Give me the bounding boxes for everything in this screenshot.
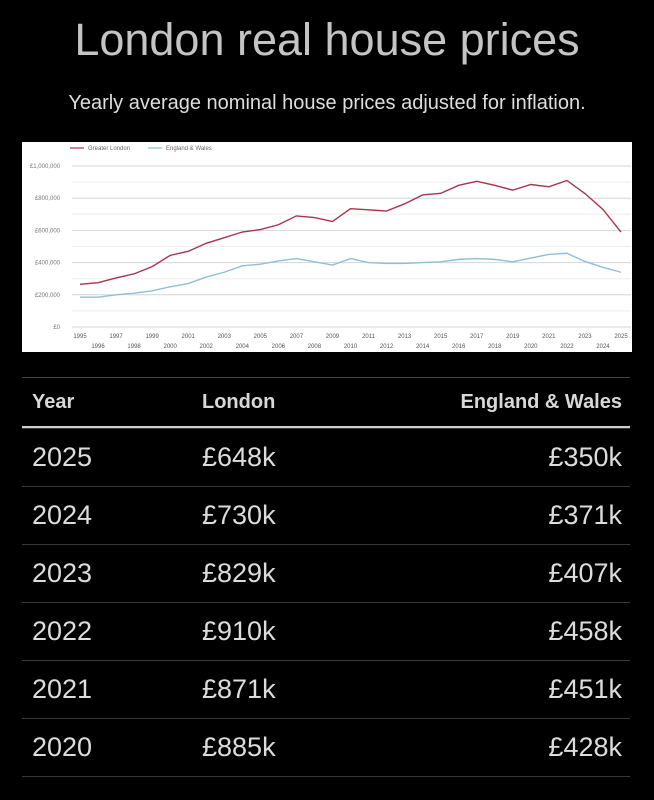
page-title: London real house prices <box>74 14 580 65</box>
cell-england-wales: £451k <box>548 674 622 704</box>
cell-year: 2020 <box>32 732 93 762</box>
y-tick-label: £200,000 <box>35 293 61 299</box>
table-row: 2020 £885k £428k <box>22 718 630 777</box>
x-tick-label: 2004 <box>236 344 250 350</box>
table-row: 2023 £829k £407k <box>22 544 630 602</box>
cell-year: 2023 <box>32 558 93 588</box>
x-tick-label: 2017 <box>470 334 484 340</box>
x-tick-label: 2023 <box>578 334 592 340</box>
x-tick-label: 2025 <box>614 334 628 340</box>
x-tick-label: 1998 <box>127 344 141 350</box>
table-row: 2024 £730k £371k <box>22 486 630 544</box>
legend-label: Greater London <box>88 146 130 152</box>
x-tick-label: 2024 <box>596 344 610 350</box>
cell-year: 2021 <box>32 674 93 704</box>
x-tick-label: 2009 <box>326 334 340 340</box>
x-tick-label: 2022 <box>560 344 574 350</box>
page-subtitle: Yearly average nominal house prices adju… <box>68 92 586 114</box>
price-table: Year London England & Wales 2025 £648k £35… <box>22 377 630 777</box>
price-chart: £0 £200,000 £400,000 £600,000 £800,000 £1,000… <box>22 142 632 352</box>
cell-london: £871k <box>202 674 276 704</box>
cell-england-wales: £458k <box>548 616 622 646</box>
x-tick-label: 2021 <box>542 334 556 340</box>
x-tick-label: 2002 <box>200 344 214 350</box>
header-year: Year <box>32 390 75 413</box>
header-england-wales: England & Wales <box>460 390 622 413</box>
series-line-greater-london <box>79 179 622 286</box>
table-row: 2022 £910k £458k <box>22 602 630 660</box>
x-tick-label: 1996 <box>91 344 105 350</box>
cell-london: £910k <box>202 616 276 646</box>
x-tick-label: 2008 <box>308 344 322 350</box>
y-tick-label: £800,000 <box>35 196 61 202</box>
cell-london: £885k <box>202 732 276 762</box>
legend-label: England & Wales <box>166 146 212 152</box>
table-header: Year London England & Wales <box>22 377 630 428</box>
x-tick-label: 2018 <box>488 344 502 350</box>
cell-london: £829k <box>202 558 276 588</box>
x-tick-label: 1999 <box>145 334 159 340</box>
cell-year: 2025 <box>32 442 93 472</box>
cell-year: 2022 <box>32 616 93 646</box>
x-tick-label: 2003 <box>218 334 232 340</box>
x-tick-label: 2001 <box>182 334 196 340</box>
cell-england-wales: £428k <box>548 732 622 762</box>
x-tick-label: 2012 <box>380 344 394 350</box>
x-tick-label: 2016 <box>452 344 466 350</box>
cell-england-wales: £350k <box>548 442 622 472</box>
header-london: London <box>202 390 276 413</box>
y-tick-label: £1,000,000 <box>30 164 61 170</box>
x-tick-label: 2006 <box>272 344 286 350</box>
x-tick-label: 2007 <box>290 334 304 340</box>
y-tick-label: £0 <box>53 325 60 331</box>
cell-england-wales: £407k <box>548 558 622 588</box>
x-tick-label: 2013 <box>398 334 412 340</box>
x-tick-label: 2000 <box>163 344 177 350</box>
cell-year: 2024 <box>32 500 93 530</box>
series-line-england-wales <box>80 252 622 298</box>
x-tick-label: 2014 <box>416 344 430 350</box>
x-tick-label: 2015 <box>434 334 448 340</box>
x-tick-label: 1997 <box>109 334 123 340</box>
x-tick-label: 2005 <box>254 334 268 340</box>
cell-england-wales: £371k <box>548 500 622 530</box>
x-tick-label: 2020 <box>524 344 538 350</box>
cell-london: £730k <box>202 500 276 530</box>
x-tick-label: 1995 <box>73 334 87 340</box>
y-tick-label: £400,000 <box>35 261 61 267</box>
y-tick-label: £600,000 <box>35 228 61 234</box>
x-tick-label: 2010 <box>344 344 358 350</box>
table-row: 2021 £871k £451k <box>22 660 630 718</box>
cell-london: £648k <box>202 442 276 472</box>
x-tick-label: 2011 <box>362 334 376 340</box>
x-tick-label: 2019 <box>506 334 520 340</box>
table-row: 2025 £648k £350k <box>22 428 630 486</box>
